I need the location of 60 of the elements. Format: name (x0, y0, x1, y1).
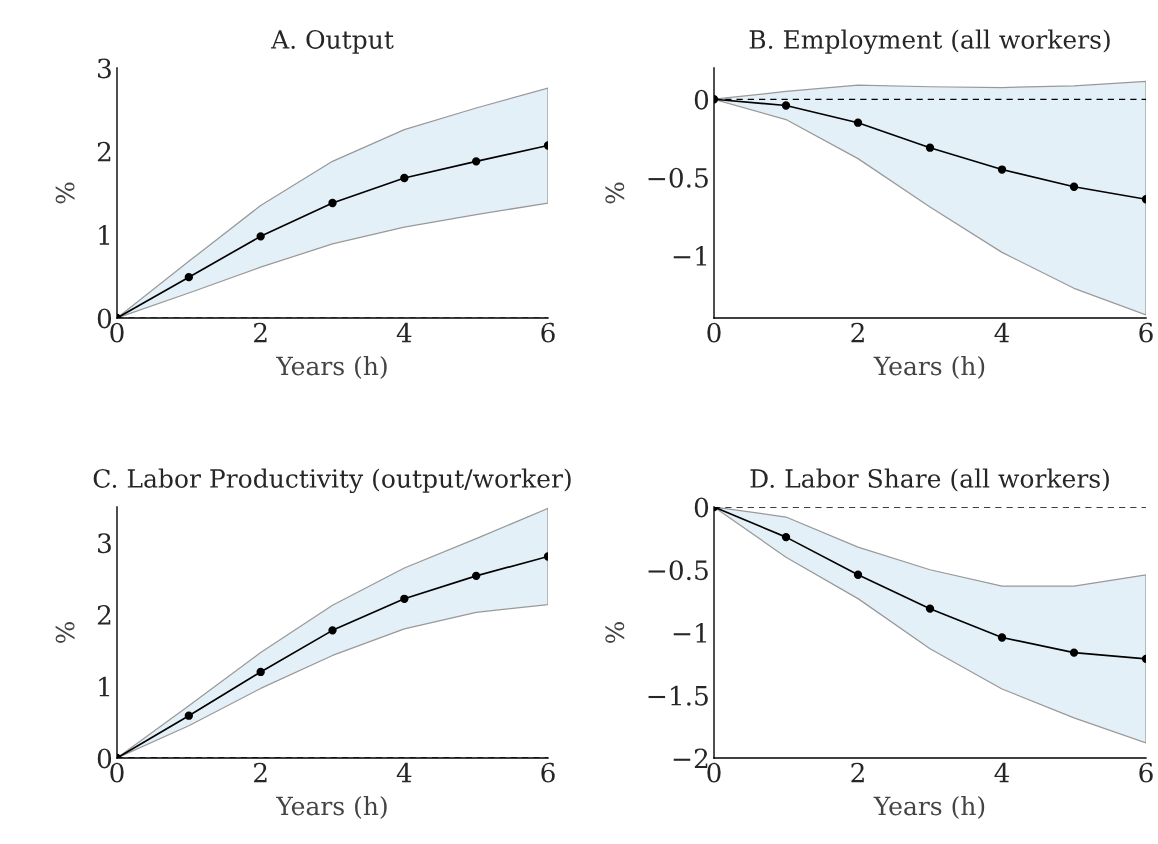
x-tick-label: 4 (396, 762, 412, 783)
point (853, 118, 863, 127)
point (184, 273, 193, 282)
chart-title: B. Employment (all workers) (749, 29, 1110, 55)
y-axis-title: % (55, 622, 75, 643)
y-tick-label: −0.5 (648, 560, 708, 581)
chart-title: D. Labor Share (all workers) (750, 468, 1109, 492)
point (328, 626, 337, 635)
point (781, 101, 791, 110)
chart-title: A. Output (270, 30, 394, 54)
x-axis-title: Years (h) (873, 356, 985, 379)
x-axis-title: Years (h) (276, 356, 387, 379)
y-tick-label: 0 (694, 89, 709, 110)
x-axis-title: Years (h) (276, 796, 387, 819)
point (472, 571, 481, 581)
point (997, 633, 1007, 642)
y-tick-label: 0 (694, 497, 709, 518)
point (925, 604, 935, 613)
point (1069, 182, 1079, 191)
y-tick-label: 3 (98, 533, 111, 554)
y-axis-title: % (55, 182, 75, 204)
x-tick-label: 6 (541, 762, 555, 783)
point (400, 173, 409, 183)
y-axis-title: % (605, 182, 625, 204)
x-tick-label: 6 (541, 322, 555, 343)
point (997, 165, 1007, 174)
point (184, 711, 193, 720)
x-tick-label: 4 (994, 322, 1010, 343)
point (853, 570, 863, 579)
y-tick-label: 2 (97, 605, 111, 625)
point (925, 143, 935, 152)
point (400, 594, 409, 603)
point (472, 157, 481, 166)
x-tick-label: 2 (254, 762, 267, 783)
x-tick-label: 2 (254, 322, 267, 343)
x-tick-label: 4 (396, 322, 412, 343)
point (256, 667, 265, 677)
x-tick-label: 2 (851, 322, 864, 343)
y-tick-label: −1 (673, 622, 707, 643)
y-tick-label: 2 (97, 141, 111, 162)
y-tick-label: 1 (99, 676, 110, 697)
y-tick-label: 3 (98, 58, 111, 79)
y-tick-label: −1.5 (648, 685, 708, 706)
y-tick-label: −1 (673, 245, 707, 266)
y-tick-label: 0 (97, 748, 112, 769)
y-tick-label: −0.5 (648, 167, 708, 188)
y-tick-label: 1 (99, 225, 110, 245)
y-tick-label: −2 (673, 748, 708, 769)
point (256, 232, 265, 241)
x-tick-label: 4 (994, 762, 1010, 783)
x-tick-label: 6 (1139, 762, 1153, 783)
point (781, 532, 791, 542)
point (1069, 648, 1079, 657)
x-tick-label: 6 (1139, 322, 1153, 343)
y-axis-title: % (605, 622, 625, 643)
x-tick-label: 2 (851, 762, 864, 783)
x-axis-title: Years (h) (873, 796, 985, 819)
y-tick-label: 0 (97, 308, 112, 329)
chart-title: C. Labor Productivity (output/worker) (93, 468, 571, 494)
point (328, 198, 337, 208)
